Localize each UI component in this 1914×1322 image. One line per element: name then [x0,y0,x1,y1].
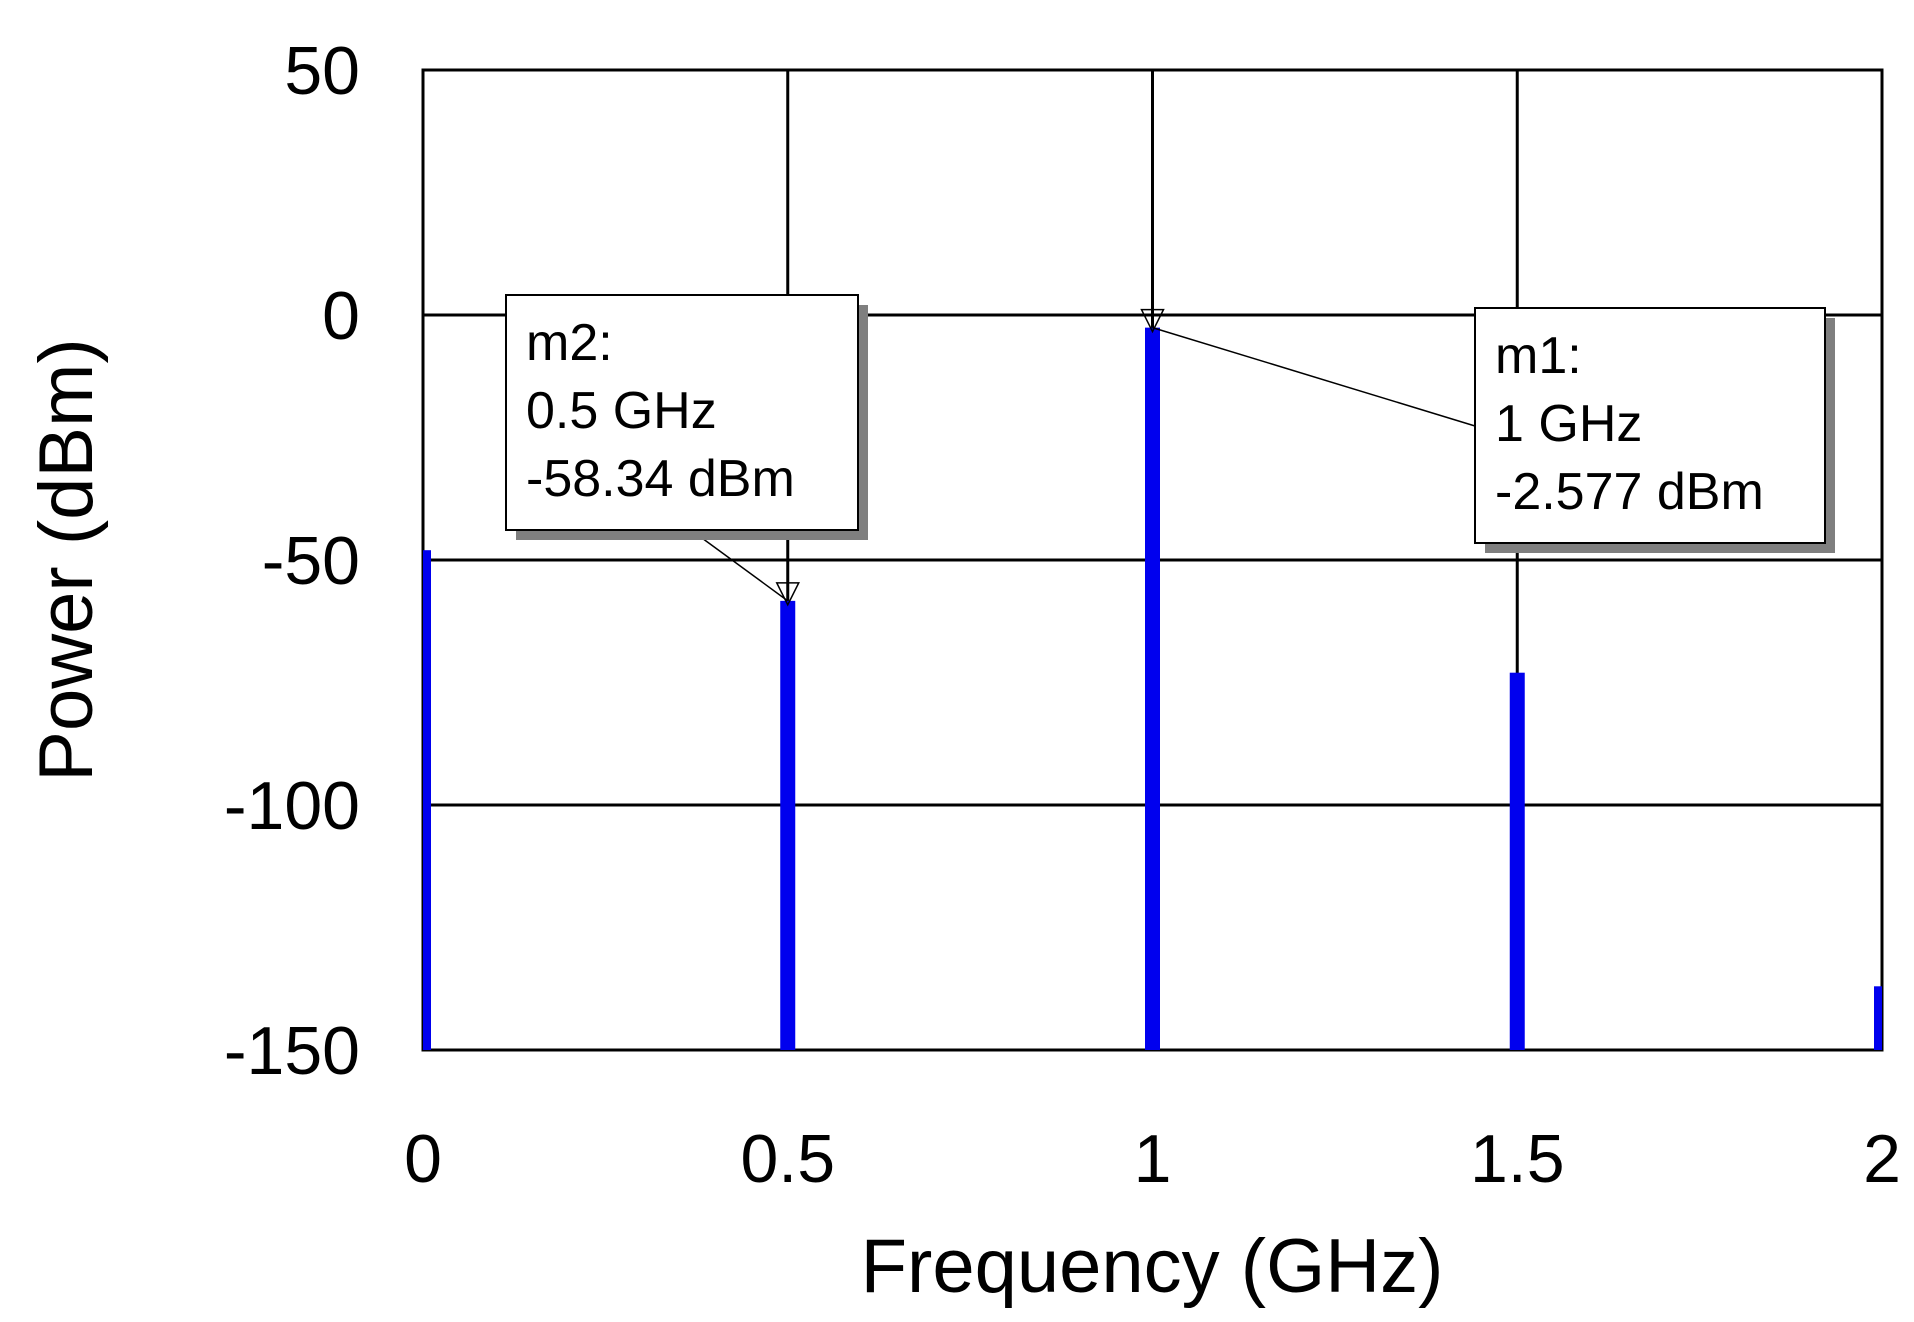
spectral-bar [780,600,796,1050]
marker-triangle-icon [1140,308,1165,334]
marker-label-line: -2.577 dBm [1495,463,1764,521]
marker-label-line: m2: [526,314,613,372]
y-tick-labels: 50 0 -50 -100 -150 [224,33,360,1089]
y-axis-label: Power (dBm) [24,338,109,781]
y-tick-label: -50 [262,523,360,599]
x-tick-label: 1 [1134,1121,1172,1197]
marker-m1: m1: 1 GHz -2.577 dBm [1140,307,1835,553]
spectral-bar [423,550,431,1050]
marker-label-line: -58.34 dBm [526,450,795,508]
bars [423,327,1882,1050]
y-tick-label: 0 [322,278,360,354]
marker-label-line: 0.5 GHz [526,382,717,440]
marker-box [505,294,859,531]
marker-leader-line [690,529,789,602]
markers: m1: 1 GHz -2.577 dBm m2: 0.5 GHz -58.34 dBm [505,294,1835,607]
y-tick-label: 50 [284,33,360,109]
x-tick-labels: 0 0.5 1 1.5 2 [404,1121,1901,1197]
x-tick-label: 1.5 [1470,1121,1565,1197]
marker-box [1474,307,1826,544]
marker-m2: m2: 0.5 GHz -58.34 dBm [505,294,868,607]
x-tick-label: 2 [1863,1121,1901,1197]
spectral-bar [1874,986,1882,1050]
marker-triangle-icon [775,582,800,607]
y-tick-label: -150 [224,1013,360,1089]
x-tick-label: 0.5 [740,1121,835,1197]
marker-label-line: 1 GHz [1495,395,1642,453]
x-axis-label: Frequency (GHz) [861,1224,1444,1309]
marker-label-line: m1: [1495,327,1582,385]
spectral-bar [1509,672,1525,1050]
marker-leader-line [1152,326,1476,427]
x-tick-label: 0 [404,1121,442,1197]
y-tick-label: -100 [224,768,360,844]
spectral-bar [1145,327,1160,1050]
